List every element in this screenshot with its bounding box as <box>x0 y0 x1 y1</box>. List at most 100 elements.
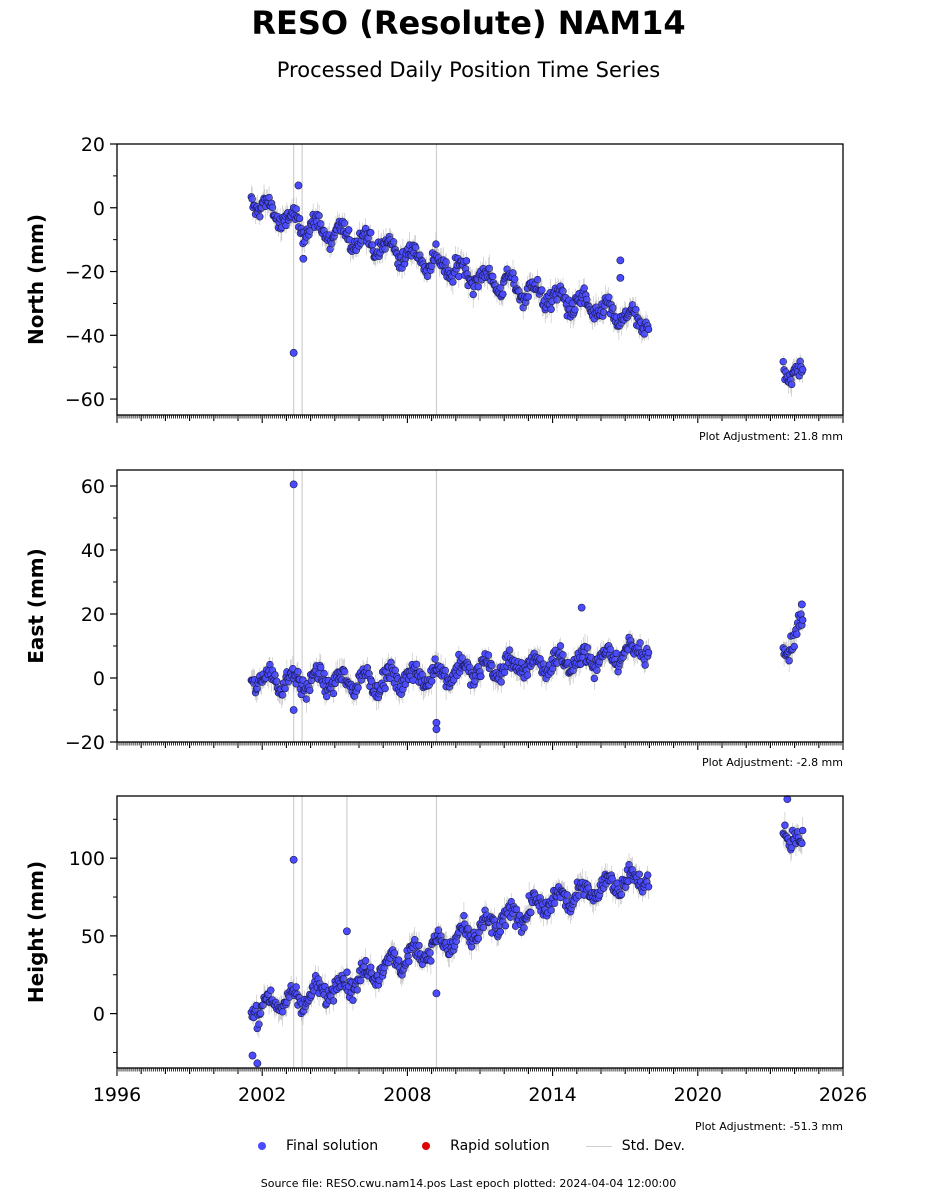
data-point <box>255 1020 263 1028</box>
outlier-point <box>797 600 806 609</box>
y-tick-label: 20 <box>81 134 105 156</box>
data-point <box>609 304 617 312</box>
data-point <box>469 290 477 299</box>
data-point <box>295 214 304 223</box>
data-point <box>462 257 471 265</box>
data-point <box>787 380 796 389</box>
y-axis-label: North (mm) <box>24 214 48 345</box>
data-point <box>320 669 328 678</box>
data-point <box>635 870 643 878</box>
data-point <box>390 949 399 957</box>
outlier-point <box>577 603 586 612</box>
y-tick-label: −40 <box>65 325 105 347</box>
data-point <box>306 686 314 695</box>
data-point <box>345 226 353 234</box>
y-axis-label: Height (mm) <box>24 861 48 1003</box>
data-point <box>412 660 421 669</box>
panel-3: 100 50 0 1996 2002 2008 2014 2020 2026 Height (mm… <box>24 795 867 1133</box>
data-point <box>427 957 435 965</box>
data-point <box>799 826 807 835</box>
outlier-point <box>299 254 308 263</box>
data-point <box>428 677 436 685</box>
y-tick-label: −60 <box>65 389 105 411</box>
data-point <box>474 283 483 291</box>
data-point <box>524 293 532 301</box>
outlier-point <box>253 1059 262 1068</box>
data-point <box>547 305 555 313</box>
legend-final-label: Final solution <box>286 1138 379 1154</box>
data-point <box>411 936 419 944</box>
final-solution-marker-icon <box>258 1142 266 1150</box>
data-point <box>793 630 801 638</box>
data-point <box>349 996 357 1004</box>
data-point <box>449 278 457 286</box>
y-axis-label: East (mm) <box>24 548 48 664</box>
outlier-point <box>289 855 298 864</box>
data-point <box>511 275 519 283</box>
data-point <box>292 205 300 213</box>
y-tick-label: 60 <box>81 476 105 498</box>
data-point <box>547 906 555 914</box>
data-point <box>509 269 517 277</box>
data-point <box>641 661 649 669</box>
data-point <box>460 912 468 920</box>
data-point <box>497 678 505 686</box>
outlier-point <box>294 181 303 190</box>
data-point <box>644 648 653 657</box>
data-point <box>394 956 403 964</box>
data-point <box>329 997 338 1005</box>
data-point <box>353 986 361 994</box>
data-point <box>571 306 579 314</box>
x-tick-label: 2020 <box>674 1084 722 1106</box>
data-point <box>477 672 485 681</box>
data-point <box>501 921 510 930</box>
y-tick-label: 0 <box>93 198 105 220</box>
data-point <box>329 689 338 698</box>
data-point <box>464 924 472 933</box>
data-point <box>523 671 532 679</box>
data-point <box>432 240 440 248</box>
legend-std-label: Std. Dev. <box>621 1138 685 1154</box>
y-tick-label: 20 <box>81 604 105 626</box>
legend: Final solution Rapid solution Std. Dev. <box>250 1138 721 1154</box>
x-tick-label: 2002 <box>238 1084 286 1106</box>
axes-frame <box>116 469 844 743</box>
y-tick-label: 100 <box>69 848 105 870</box>
data-point <box>520 924 528 932</box>
data-point <box>779 357 787 366</box>
data-point <box>527 908 535 917</box>
legend-rapid: Rapid solution <box>414 1138 550 1154</box>
data-point <box>556 642 565 650</box>
x-tick-label: 2008 <box>383 1084 431 1106</box>
outlier-point <box>432 725 441 734</box>
data-point <box>499 290 507 298</box>
final-solution-points <box>247 480 807 734</box>
final-solution-points <box>247 795 807 1068</box>
plot-adjustment: Plot Adjustment: -2.8 mm <box>702 756 843 769</box>
chart-title: RESO (Resolute) NAM14 <box>251 4 686 42</box>
data-point <box>799 365 807 374</box>
data-point <box>292 983 300 991</box>
panel-2: 60 40 20 0 −20 East (mm) Plot Adjustment: -2.8… <box>24 469 844 769</box>
legend-rapid-label: Rapid solution <box>450 1138 550 1154</box>
outlier-point <box>616 256 625 265</box>
data-point <box>781 821 789 829</box>
std-dev-line-icon <box>585 1146 612 1147</box>
y-tick-label: 50 <box>81 926 105 948</box>
data-point <box>798 839 806 848</box>
x-tick-label: 2026 <box>819 1084 867 1106</box>
data-point <box>496 928 505 936</box>
outlier-point <box>248 1051 257 1060</box>
data-point <box>367 228 375 237</box>
outlier-point <box>616 274 625 282</box>
data-point <box>322 692 331 701</box>
rapid-solution-marker-icon <box>422 1142 431 1150</box>
outlier-point <box>432 989 441 998</box>
chart-subtitle: Processed Daily Position Time Series <box>276 58 661 82</box>
x-tick-label: 2014 <box>528 1084 576 1106</box>
data-point <box>599 308 608 316</box>
data-point <box>294 667 302 676</box>
legend-std: Std. Dev. <box>585 1138 685 1154</box>
data-point <box>590 674 599 683</box>
